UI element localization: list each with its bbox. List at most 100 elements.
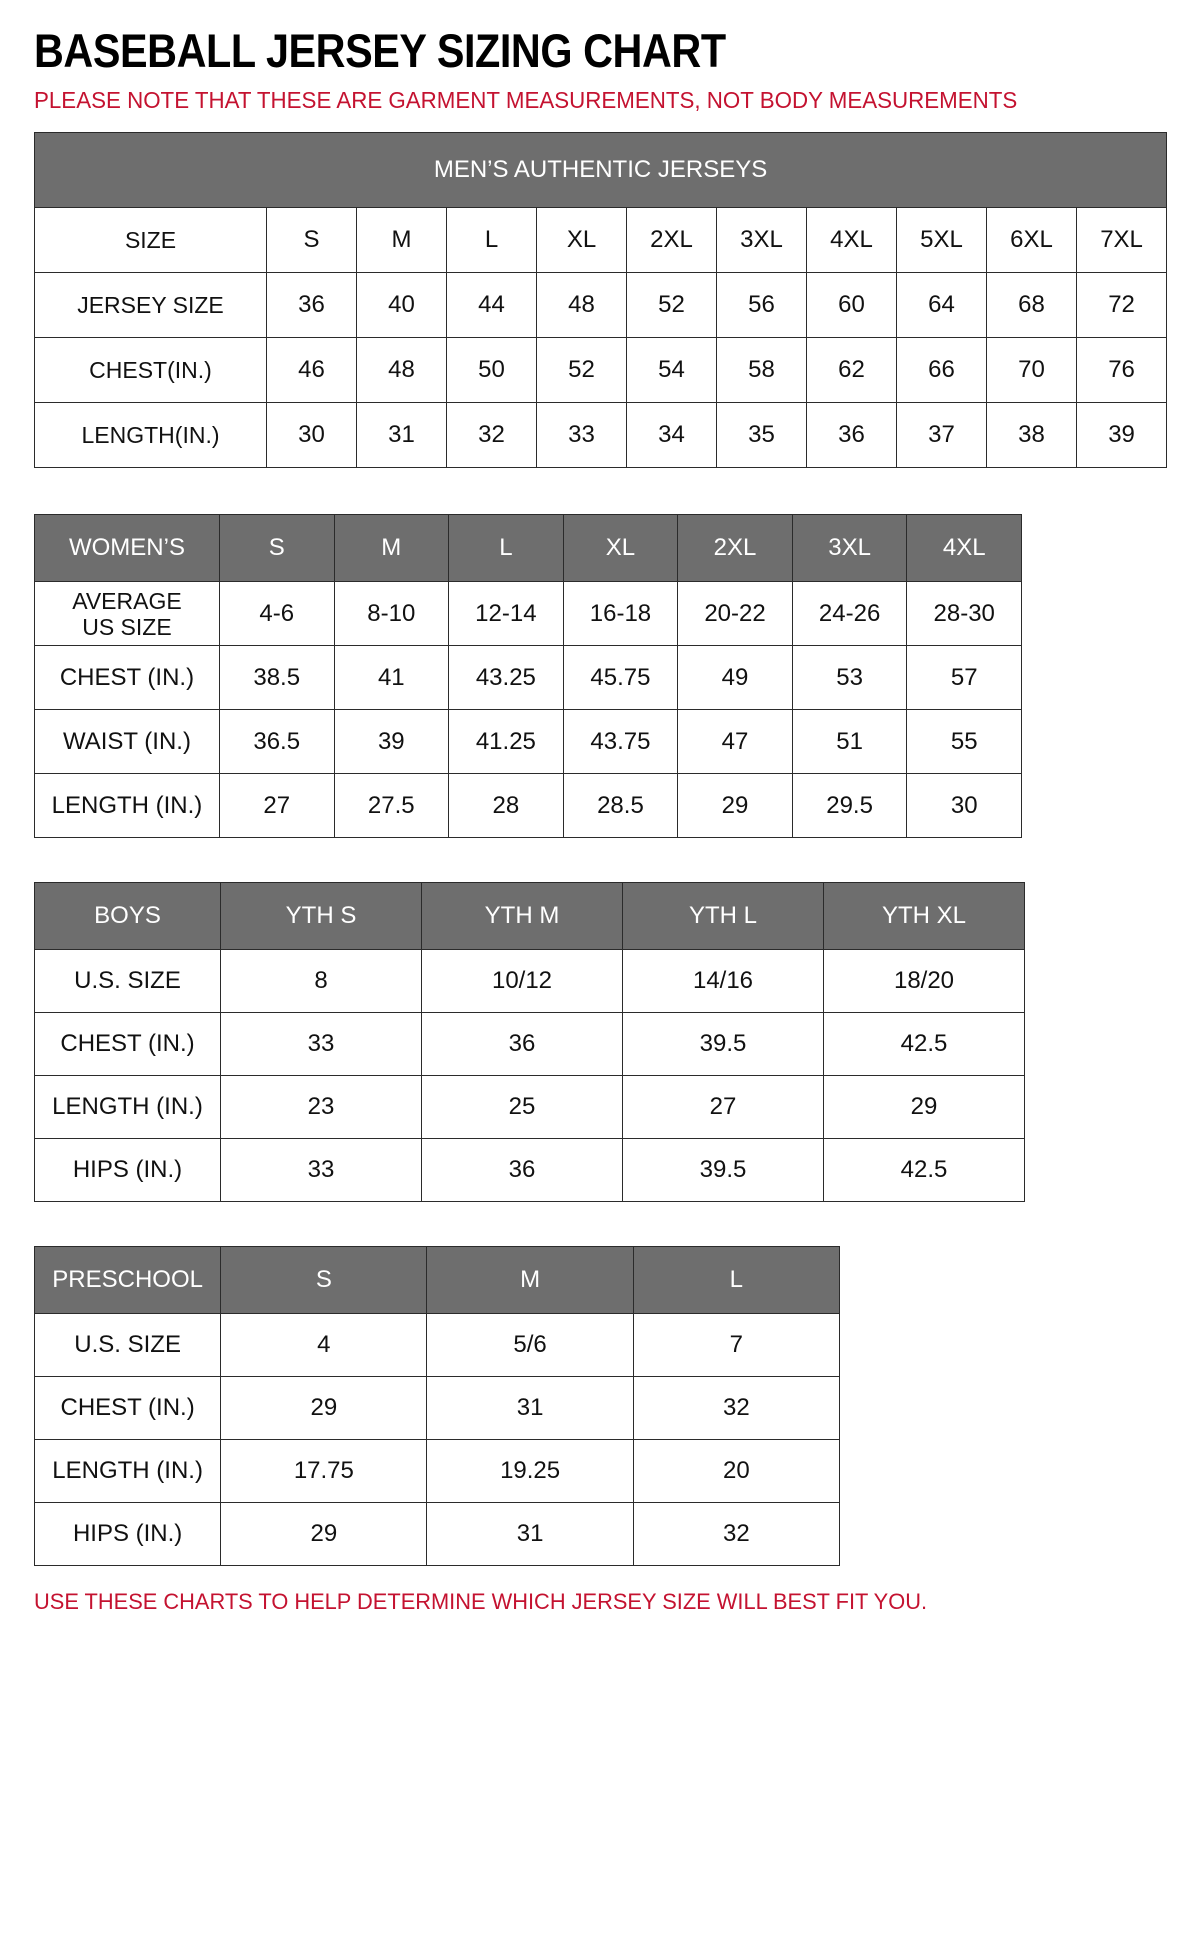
table-cell: 39.5	[622, 1138, 824, 1202]
table-cell: 57	[906, 645, 1022, 710]
column-header-l: L	[448, 514, 564, 582]
table-corner-label: SIZE	[34, 207, 267, 273]
womens-table-body: WOMEN’S S M L XL 2XL 3XL 4XL AVERAGE US SIZE 4-6 8-…	[34, 514, 1022, 838]
boys-table-body: BOYS YTH S YTH M YTH L YTH XL U.S. SIZE 8 10/12…	[34, 882, 1025, 1202]
table-cell: 29	[220, 1376, 428, 1440]
table-cell: 28	[448, 773, 564, 838]
table-cell: 24-26	[791, 581, 908, 646]
boys-sizing-table: BOYS YTH S YTH M YTH L YTH XL U.S. SIZE 8 10/12…	[34, 882, 1025, 1202]
column-header-yth-l: YTH L	[622, 882, 824, 950]
table-cell: 36	[806, 402, 897, 468]
row-label: HIPS (IN.)	[34, 1138, 221, 1202]
table-cell: 36	[266, 272, 357, 338]
table-cell: 48	[356, 337, 447, 403]
column-header-2xl: 2XL	[677, 514, 793, 582]
table-cell: 38.5	[218, 645, 335, 710]
table-cell: 38	[986, 402, 1077, 468]
table-cell: 51	[791, 709, 908, 774]
row-label: LENGTH(IN.)	[34, 402, 267, 468]
table-cell: 20	[632, 1439, 841, 1503]
table-cell: 43.75	[562, 709, 679, 774]
table-corner-label: BOYS	[34, 882, 221, 950]
table-row: LENGTH (IN.) 17.75 19.25 20	[33, 1439, 841, 1503]
table-cell: 60	[806, 272, 897, 338]
table-cell: 36	[421, 1012, 623, 1076]
table-cell: 42.5	[823, 1138, 1025, 1202]
table-header-row: WOMEN’S S M L XL 2XL 3XL 4XL	[34, 514, 1022, 582]
column-header-m: M	[333, 514, 450, 582]
table-cell: 45.75	[562, 645, 679, 710]
footer-note: USE THESE CHARTS TO HELP DETERMINE WHICH…	[34, 1589, 928, 1614]
table-cell: 35	[716, 402, 807, 468]
table-cell: 4	[220, 1313, 428, 1377]
table-cell: 34	[626, 402, 717, 468]
table-cell: 55	[906, 709, 1022, 774]
column-header-3xl: 3XL	[791, 514, 908, 582]
table-cell: 70	[986, 337, 1077, 403]
table-row: LENGTH(IN.) 30 31 32 33 34 35 36 37 38 39	[34, 402, 1168, 468]
table-cell: 12-14	[448, 581, 564, 646]
table-cell: 16-18	[562, 581, 679, 646]
column-header-6xl: 6XL	[986, 207, 1077, 273]
mens-sizing-table: MEN’S AUTHENTIC JERSEYS SIZE S M L XL 2XL 3XL 4X…	[34, 132, 1168, 468]
table-cell: 47	[677, 709, 793, 774]
table-row: HIPS (IN.) 33 36 39.5 42.5	[34, 1138, 1025, 1202]
column-header-5xl: 5XL	[896, 207, 987, 273]
table-cell: 37	[896, 402, 987, 468]
garment-measurement-note: PLEASE NOTE THAT THESE ARE GARMENT MEASU…	[34, 87, 1018, 113]
column-header-s: S	[220, 1246, 428, 1314]
row-label: CHEST (IN.)	[33, 1376, 222, 1440]
table-header-row: BOYS YTH S YTH M YTH L YTH XL	[34, 882, 1025, 950]
table-row: CHEST(IN.) 46 48 50 52 54 58 62 66 70 76	[34, 337, 1168, 403]
table-cell: 39.5	[622, 1012, 824, 1076]
column-header-yth-m: YTH M	[421, 882, 623, 950]
column-header-4xl: 4XL	[906, 514, 1022, 582]
table-cell: 29	[823, 1075, 1025, 1139]
table-row: CHEST (IN.) 33 36 39.5 42.5	[34, 1012, 1025, 1076]
table-header-row: SIZE S M L XL 2XL 3XL 4XL 5XL 6XL 7XL	[34, 207, 1168, 273]
table-cell: 41.25	[448, 709, 564, 774]
table-banner-row: MEN’S AUTHENTIC JERSEYS	[34, 132, 1167, 208]
table-cell: 68	[986, 272, 1077, 338]
table-cell: 29	[677, 773, 793, 838]
row-label: JERSEY SIZE	[34, 272, 267, 338]
table-cell: 28.5	[562, 773, 679, 838]
column-header-s: S	[266, 207, 357, 273]
table-cell: 7	[632, 1313, 841, 1377]
column-header-2xl: 2XL	[626, 207, 717, 273]
column-header-s: S	[218, 514, 335, 582]
table-cell: 48	[536, 272, 627, 338]
row-label: CHEST(IN.)	[34, 337, 267, 403]
table-cell: 43.25	[448, 645, 564, 710]
row-label: AVERAGE US SIZE	[34, 581, 220, 646]
table-cell: 50	[446, 337, 537, 403]
table-cell: 27	[622, 1075, 824, 1139]
table-cell: 30	[266, 402, 357, 468]
table-cell: 23	[220, 1075, 422, 1139]
table-row: AVERAGE US SIZE 4-6 8-10 12-14 16-18 20-22 24-2…	[34, 581, 1022, 646]
table-row: WAIST (IN.) 36.5 39 41.25 43.75 47 51 55	[34, 709, 1022, 774]
table-cell: 27.5	[333, 773, 450, 838]
table-cell: 10/12	[421, 949, 623, 1013]
column-header-4xl: 4XL	[806, 207, 897, 273]
table-cell: 39	[333, 709, 450, 774]
column-header-m: M	[426, 1246, 634, 1314]
table-cell: 36.5	[218, 709, 335, 774]
preschool-sizing-table: PRESCHOOL S M L U.S. SIZE 4 5/6 7 CHEST (IN.) 29 3…	[33, 1246, 841, 1566]
table-cell: 32	[446, 402, 537, 468]
table-cell: 25	[421, 1075, 623, 1139]
table-cell: 20-22	[677, 581, 793, 646]
table-cell: 52	[536, 337, 627, 403]
table-cell: 30	[906, 773, 1022, 838]
row-label: U.S. SIZE	[33, 1313, 222, 1377]
table-cell: 31	[426, 1502, 634, 1566]
table-header-row: PRESCHOOL S M L	[33, 1246, 841, 1314]
table-cell: 72	[1075, 272, 1168, 338]
table-cell: 14/16	[622, 949, 824, 1013]
table-cell: 52	[626, 272, 717, 338]
table-cell: 19.25	[426, 1439, 634, 1503]
table-cell: 18/20	[823, 949, 1025, 1013]
table-cell: 8-10	[333, 581, 450, 646]
table-cell: 39	[1075, 402, 1168, 468]
womens-sizing-table: WOMEN’S S M L XL 2XL 3XL 4XL AVERAGE US SIZE 4-6 8-…	[34, 514, 1022, 838]
